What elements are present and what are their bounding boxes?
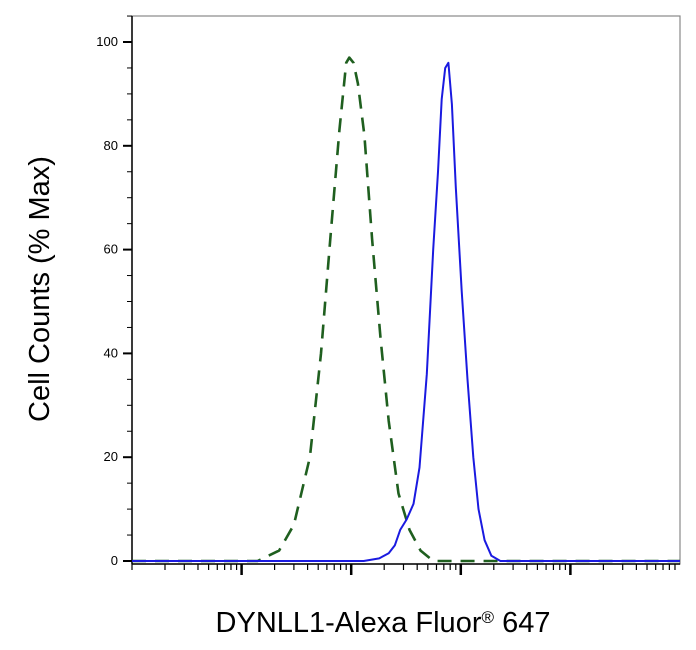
x-axis [131,563,680,575]
series-solid-line [132,61,680,562]
y-tick-label: 80 [104,138,118,153]
x-axis-title-main: DYNLL1-Alexa Fluor [216,607,482,639]
y-axis: 0 20 40 60 80 100 [96,15,133,568]
y-tick-label: 100 [96,34,118,49]
y-tick-label: 0 [111,553,118,568]
series-dashed-line [132,56,680,563]
y-axis-title: Cell Counts (% Max) [24,156,56,422]
x-axis-title-suffix: 647 [494,607,550,639]
x-axis-title: DYNLL1-Alexa Fluor® 647 [216,607,551,639]
x-axis-title-superscript: ® [481,608,494,627]
y-tick-label: 20 [104,449,118,464]
series-layer [132,56,680,563]
y-tick-label: 60 [104,242,118,257]
y-tick-label: 40 [104,345,118,360]
plot-frame [131,15,681,565]
